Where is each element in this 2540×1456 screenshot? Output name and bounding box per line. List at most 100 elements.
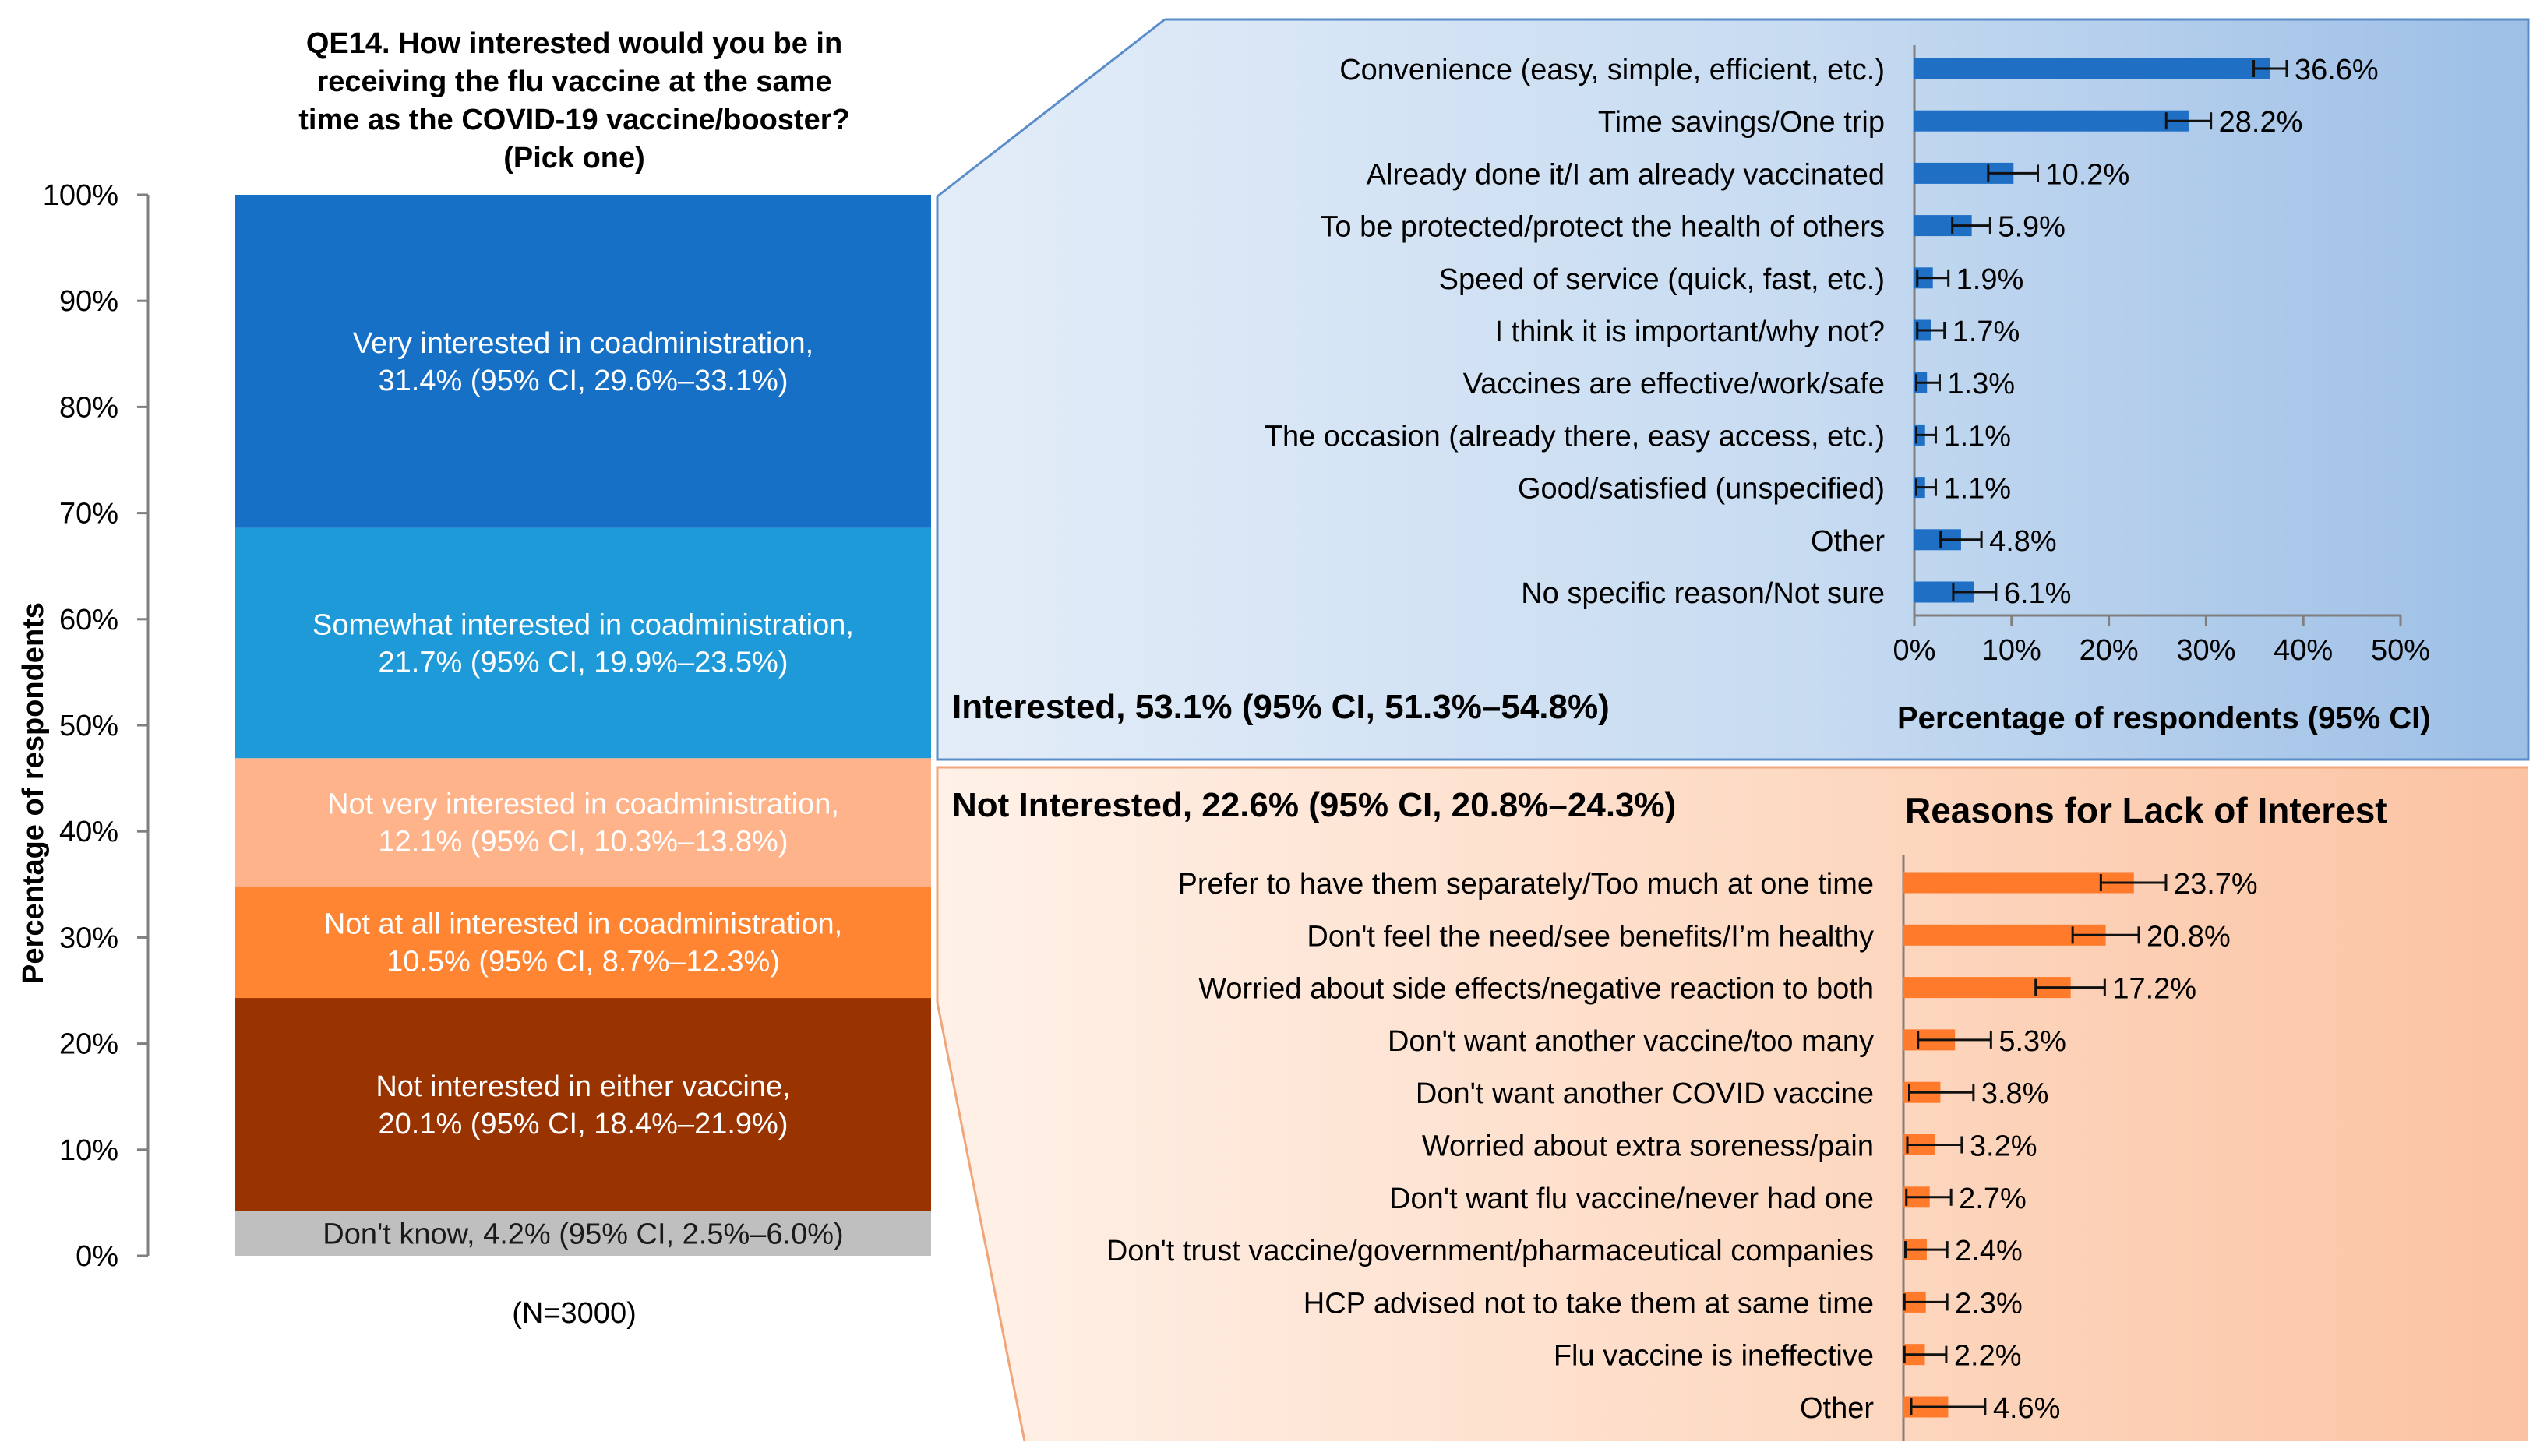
- panel-interested-background: [937, 19, 2528, 760]
- segment-label: Somewhat interested in coadministration,: [312, 608, 854, 641]
- segment-label: Don't know, 4.2% (95% CI, 2.5%–6.0%): [323, 1218, 843, 1250]
- sample-size-note: (N=3000): [512, 1297, 636, 1330]
- segment-label: Not at all interested in coadministratio…: [324, 908, 842, 941]
- x-tick-label: 50%: [2371, 634, 2430, 667]
- bar-value-label: 2.4%: [1955, 1235, 2023, 1267]
- left-title-line-2: receiving the flu vaccine at the same: [316, 65, 831, 98]
- category-label: Prefer to have them separately/Too much …: [1178, 868, 1874, 901]
- bar-value-label: 10.2%: [2045, 158, 2129, 191]
- category-label: Already done it/I am already vaccinated: [1367, 158, 1885, 191]
- bar-value-label: 23.7%: [2174, 868, 2258, 901]
- bar-value-label: 28.2%: [2219, 106, 2303, 139]
- category-label: I think it is important/why not?: [1494, 316, 1885, 348]
- stack-segment: [235, 195, 931, 528]
- stack-segment: [235, 998, 931, 1211]
- bar-value-label: 1.1%: [1943, 473, 2011, 506]
- stack-segment: [235, 527, 931, 759]
- bar-value-label: 5.3%: [1998, 1025, 2066, 1058]
- segment-label: 31.4% (95% CI, 29.6%–33.1%): [379, 365, 788, 397]
- y-tick-label: 90%: [59, 285, 118, 318]
- y-tick-label: 70%: [59, 498, 118, 531]
- interested-heading: Interested, 53.1% (95% CI, 51.3%–54.8%): [952, 688, 1610, 726]
- bar-value-label: 5.9%: [1998, 211, 2066, 244]
- bar-value-label: 2.2%: [1954, 1340, 2022, 1373]
- bar-value-label: 17.2%: [2112, 973, 2196, 1006]
- category-label: Convenience (easy, simple, efficient, et…: [1339, 54, 1885, 86]
- category-label: Time savings/One trip: [1598, 106, 1885, 139]
- y-tick-label: 30%: [59, 922, 118, 954]
- left-title-line-3: time as the COVID-19 vaccine/booster?: [298, 104, 849, 136]
- panel-not-interested-border: [936, 766, 2528, 1442]
- x-tick-label: 30%: [2176, 634, 2235, 667]
- x-tick-label: 0%: [1893, 634, 1936, 667]
- bar: [1903, 872, 2134, 894]
- category-label: No specific reason/Not sure: [1521, 577, 1885, 610]
- segment-label: 12.1% (95% CI, 10.3%–13.8%): [379, 826, 788, 858]
- y-tick-label: 60%: [59, 604, 118, 636]
- category-label: Other: [1811, 525, 1885, 558]
- bar-value-label: 1.7%: [1953, 316, 2020, 348]
- segment-label: 20.1% (95% CI, 18.4%–21.9%): [379, 1108, 788, 1140]
- category-label: Other: [1800, 1392, 1874, 1425]
- y-tick-label: 20%: [59, 1028, 118, 1061]
- y-tick-label: 100%: [43, 179, 118, 212]
- panel-interested: [936, 18, 2530, 761]
- stack-segment: [235, 758, 931, 887]
- category-label: Don't want another COVID vaccine: [1416, 1077, 1874, 1110]
- category-label: Vaccines are effective/work/safe: [1463, 368, 1885, 400]
- category-label: Worried about side effects/negative reac…: [1198, 973, 1874, 1006]
- bar-value-label: 1.9%: [1956, 263, 2024, 296]
- category-label: Don't want another vaccine/too many: [1388, 1025, 1874, 1058]
- bar: [1914, 58, 2270, 79]
- y-tick-label: 80%: [59, 391, 118, 424]
- left-title-line-4: (Pick one): [503, 142, 645, 175]
- bar-value-label: 36.6%: [2295, 54, 2379, 86]
- bar-value-label: 3.8%: [1981, 1077, 2049, 1110]
- bar-value-label: 4.8%: [1989, 525, 2057, 558]
- bar: [1914, 110, 2189, 132]
- bar-value-label: 1.1%: [1943, 420, 2011, 453]
- y-tick-label: 50%: [59, 710, 118, 742]
- not-interested-reasons-chart: 23.7% Prefer to have them separately/Too …: [1106, 855, 2258, 1441]
- category-label: Speed of service (quick, fast, etc.): [1439, 263, 1885, 296]
- segment-label: Not interested in either vaccine,: [376, 1070, 790, 1103]
- left-y-axis: 0% 10% 20% 30% 40% 50% 60% 70% 80% 90% 100%: [43, 179, 150, 1273]
- bar-value-label: 20.8%: [2147, 920, 2231, 953]
- category-label: HCP advised not to take them at same tim…: [1304, 1287, 1874, 1320]
- x-tick-label: 40%: [2274, 634, 2333, 667]
- category-label: Don't feel the need/see benefits/I’m hea…: [1307, 920, 1874, 953]
- y-tick-label: 10%: [59, 1134, 118, 1167]
- not-interested-heading: Not Interested, 22.6% (95% CI, 20.8%–24.…: [952, 786, 1676, 824]
- category-label: Worried about extra soreness/pain: [1422, 1130, 1874, 1163]
- not-interested-chart-title: Reasons for Lack of Interest: [1905, 790, 2387, 830]
- y-tick-label: 0%: [76, 1240, 118, 1273]
- category-label: Don't want flu vaccine/never had one: [1389, 1183, 1874, 1215]
- segment-label: 21.7% (95% CI, 19.9%–23.5%): [379, 646, 788, 679]
- category-label: Don't trust vaccine/government/pharmaceu…: [1106, 1235, 1874, 1267]
- x-tick-label: 10%: [1982, 634, 2041, 667]
- interested-x-axis-label: Percentage of respondents (95% CI): [1897, 701, 2431, 735]
- bar-value-label: 2.7%: [1959, 1183, 2027, 1215]
- y-axis-label: Percentage of respondents: [17, 602, 50, 984]
- category-label: Good/satisfied (unspecified): [1518, 473, 1885, 506]
- segment-label: 10.5% (95% CI, 8.7%–12.3%): [386, 946, 780, 978]
- y-tick-label: 40%: [59, 816, 118, 848]
- category-label: To be protected/protect the health of ot…: [1320, 211, 1885, 244]
- stack-segment: [235, 887, 931, 999]
- segment-label: Not very interested in coadministration,: [327, 788, 839, 821]
- interested-reasons-chart: 36.6% Convenience (easy, simple, efficien…: [1265, 45, 2430, 667]
- bar-value-label: 1.3%: [1947, 368, 2015, 400]
- category-label: The occasion (already there, easy access…: [1265, 420, 1885, 453]
- stack-segment: [235, 1211, 931, 1256]
- left-title: QE14. How interested would you be in rec…: [298, 27, 849, 175]
- bar-value-label: 6.1%: [2004, 577, 2072, 610]
- segment-label: Very interested in coadministration,: [353, 327, 813, 360]
- panel-interested-border: [936, 18, 2530, 761]
- left-title-line-1: QE14. How interested would you be in: [306, 27, 842, 60]
- bar-value-label: 4.6%: [1993, 1392, 2061, 1425]
- bar-value-label: 3.2%: [1970, 1130, 2037, 1163]
- stacked-bar: Don't know, 4.2% (95% CI, 2.5%–6.0%) Not …: [235, 195, 931, 1256]
- x-tick-label: 20%: [2080, 634, 2139, 667]
- category-label: Flu vaccine is ineffective: [1554, 1340, 1874, 1373]
